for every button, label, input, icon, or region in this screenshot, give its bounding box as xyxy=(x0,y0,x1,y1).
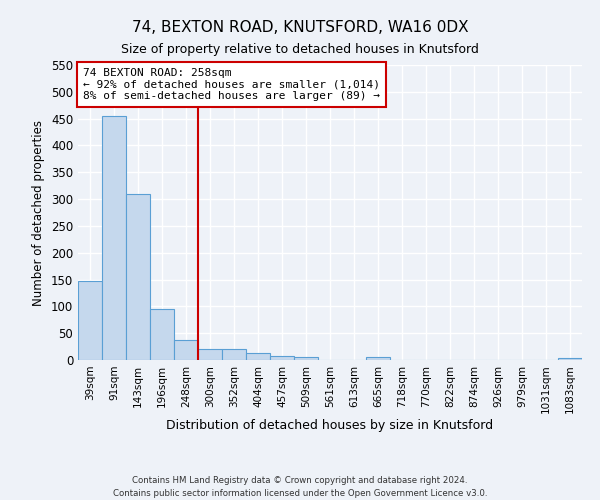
Text: 74 BEXTON ROAD: 258sqm
← 92% of detached houses are smaller (1,014)
8% of semi-d: 74 BEXTON ROAD: 258sqm ← 92% of detached… xyxy=(83,68,380,101)
Bar xyxy=(294,358,318,360)
Bar xyxy=(198,350,222,360)
Bar xyxy=(270,356,294,360)
Bar xyxy=(150,309,174,360)
Bar xyxy=(102,116,126,360)
Bar xyxy=(246,353,270,360)
Bar xyxy=(366,357,390,360)
Bar xyxy=(78,280,102,360)
X-axis label: Distribution of detached houses by size in Knutsford: Distribution of detached houses by size … xyxy=(166,419,494,432)
Bar xyxy=(126,194,150,360)
Text: 74, BEXTON ROAD, KNUTSFORD, WA16 0DX: 74, BEXTON ROAD, KNUTSFORD, WA16 0DX xyxy=(131,20,469,35)
Text: Contains HM Land Registry data © Crown copyright and database right 2024.
Contai: Contains HM Land Registry data © Crown c… xyxy=(113,476,487,498)
Bar xyxy=(222,348,246,360)
Text: Size of property relative to detached houses in Knutsford: Size of property relative to detached ho… xyxy=(121,42,479,56)
Bar xyxy=(174,340,198,360)
Bar xyxy=(558,358,582,360)
Y-axis label: Number of detached properties: Number of detached properties xyxy=(32,120,46,306)
